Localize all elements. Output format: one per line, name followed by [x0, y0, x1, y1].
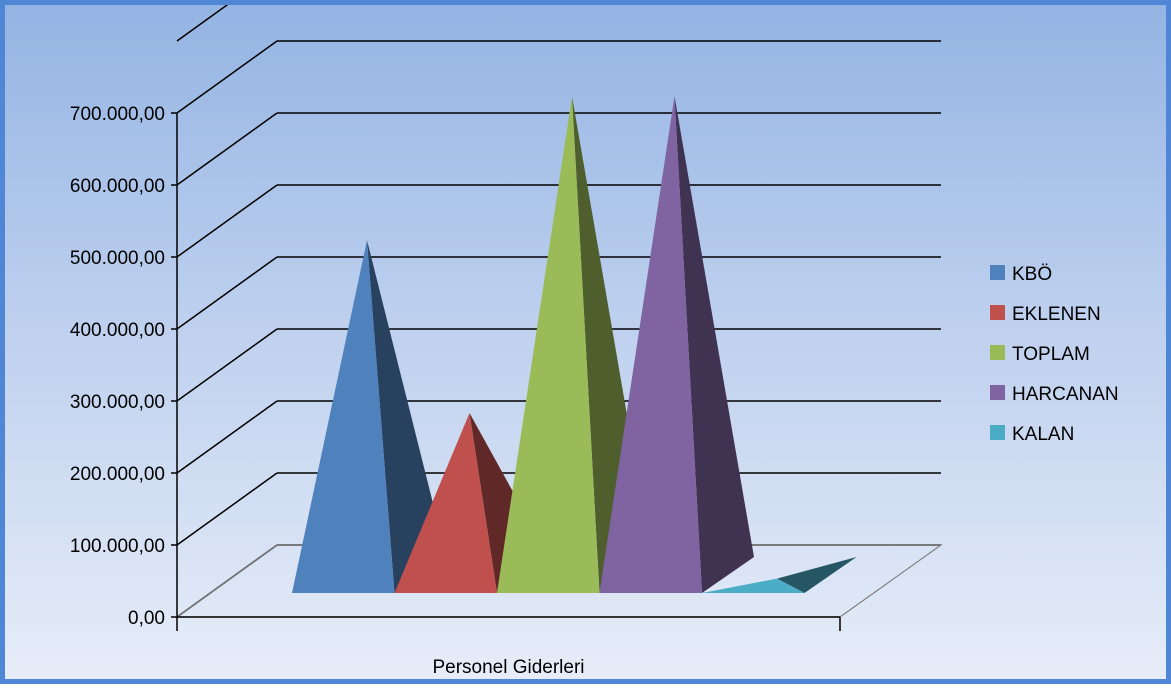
legend-label: KALAN [1012, 424, 1074, 445]
y-axis: 0,00 100.000,00 200.000,00 300.000,00 400.00… [70, 104, 178, 629]
pyramid-front-face [702, 578, 805, 593]
y-tick-label: 0,00 [128, 608, 165, 629]
legend-item: HARCANAN [990, 384, 1119, 405]
pyramid-front-face [599, 96, 702, 593]
gridline-side [176, 256, 278, 330]
legend: KBÖ EKLENEN TOPLAM HARCANAN KALAN [990, 264, 1119, 445]
pyramid-front-face [292, 240, 395, 593]
legend-item: KBÖ [990, 264, 1052, 285]
pyramid-side-face [674, 96, 754, 593]
x-axis: Personel Giderleri [176, 616, 841, 678]
y-tick-label: 700.000,00 [70, 104, 165, 125]
pyramid-series [292, 96, 857, 593]
y-tick-label: 600.000,00 [70, 176, 165, 197]
legend-label: KBÖ [1012, 264, 1052, 285]
pyramid-front-face [497, 96, 600, 593]
pyramid-chart: 0,00 100.000,00 200.000,00 300.000,00 400.00… [70, 5, 1119, 678]
pyramid-front-face [394, 413, 497, 593]
gridline-side [176, 112, 278, 186]
pyramid-kbö [292, 240, 447, 593]
legend-swatch [990, 305, 1005, 320]
legend-swatch [990, 385, 1005, 400]
legend-swatch [990, 345, 1005, 360]
legend-item: TOPLAM [990, 344, 1090, 365]
legend-item: KALAN [990, 424, 1074, 445]
y-tick-label: 200.000,00 [70, 464, 165, 485]
gridline-side [176, 40, 278, 114]
x-category-label: Personel Giderleri [432, 657, 584, 678]
y-tick-label: 100.000,00 [70, 536, 165, 557]
legend-label: TOPLAM [1012, 344, 1090, 365]
legend-item: EKLENEN [990, 304, 1101, 325]
legend-label: EKLENEN [1012, 304, 1101, 325]
gridline-side [176, 328, 278, 402]
gridline-side [176, 472, 278, 546]
legend-swatch [990, 265, 1005, 280]
gridline-side [176, 400, 278, 474]
y-tick-label: 300.000,00 [70, 392, 165, 413]
legend-label: HARCANAN [1012, 384, 1119, 405]
gridline-side [176, 5, 229, 42]
pyramid-side-face [367, 240, 447, 593]
pyramid-side-face [777, 557, 857, 593]
legend-swatch [990, 425, 1005, 440]
y-tick-label: 400.000,00 [70, 320, 165, 341]
gridline-side [176, 184, 278, 258]
pyramid-harcanan [599, 96, 754, 593]
pyramid-kalan [702, 557, 857, 593]
y-tick-label: 500.000,00 [70, 248, 165, 269]
